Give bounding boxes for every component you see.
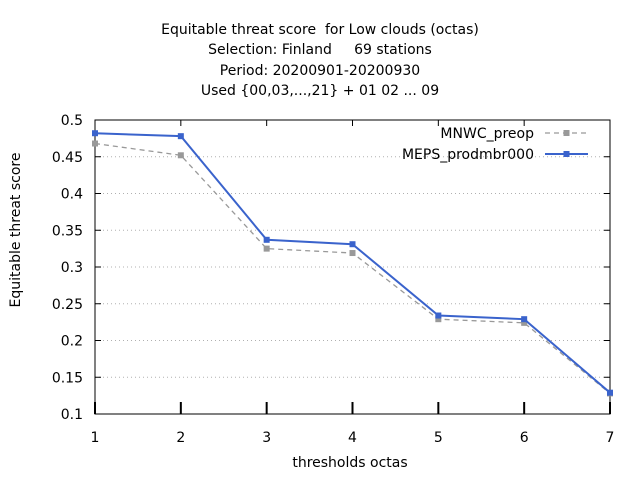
legend-label-MNWC_preop: MNWC_preop bbox=[440, 126, 534, 142]
data-point-MEPS_prodmbr000-3 bbox=[263, 236, 270, 243]
data-point-MNWC_preop-3 bbox=[263, 245, 270, 252]
x-tick-label: 2 bbox=[176, 430, 185, 446]
data-point-MEPS_prodmbr000-4 bbox=[349, 241, 356, 248]
data-point-MEPS_prodmbr000-2 bbox=[177, 133, 184, 140]
legend-marker-MNWC_preop bbox=[563, 130, 570, 136]
y-tick-label: 0.45 bbox=[52, 150, 83, 166]
legend-marker-MEPS_prodmbr000 bbox=[563, 151, 570, 157]
y-tick-label: 0.4 bbox=[61, 187, 83, 203]
y-tick-label: 0.25 bbox=[52, 297, 83, 313]
legend-label-MEPS_prodmbr000: MEPS_prodmbr000 bbox=[402, 147, 534, 163]
data-point-MNWC_preop-2 bbox=[177, 152, 184, 159]
data-point-MEPS_prodmbr000-6 bbox=[521, 316, 528, 323]
data-point-MNWC_preop-1 bbox=[92, 140, 98, 147]
title-line-3: Period: 20200901-20200930 bbox=[219, 63, 421, 79]
series-line-MEPS_prodmbr000 bbox=[94, 132, 611, 394]
title-line-1: Equitable threat score for Low clouds (o… bbox=[161, 22, 479, 38]
y-tick-label: 0.5 bbox=[61, 113, 83, 129]
title-line-2: Selection: Finland 69 stations bbox=[208, 42, 432, 58]
x-tick-label: 6 bbox=[520, 430, 529, 446]
y-tick-label: 0.15 bbox=[52, 370, 83, 386]
x-tick-label: 1 bbox=[91, 430, 100, 446]
x-tick-label: 5 bbox=[434, 430, 443, 446]
y-tick-label: 0.2 bbox=[61, 334, 83, 350]
y-tick-label: 0.3 bbox=[61, 260, 83, 276]
plot-frame bbox=[94, 119, 611, 415]
y-tick-label: 0.1 bbox=[61, 407, 83, 423]
data-point-MEPS_prodmbr000-5 bbox=[435, 312, 442, 319]
x-tick-label: 4 bbox=[348, 430, 357, 446]
data-point-MNWC_preop-5 bbox=[435, 316, 442, 323]
x-axis-label: thresholds octas bbox=[292, 455, 408, 471]
title-line-4: Used {00,03,...,21} + 01 02 ... 09 bbox=[200, 83, 440, 99]
x-tick-label: 3 bbox=[262, 430, 271, 446]
data-point-MEPS_prodmbr000-7 bbox=[607, 389, 613, 396]
y-axis-label: Equitable threat score bbox=[8, 152, 24, 308]
data-point-MNWC_preop-4 bbox=[349, 250, 356, 257]
y-tick-label: 0.35 bbox=[52, 223, 83, 239]
data-point-MEPS_prodmbr000-1 bbox=[92, 130, 98, 137]
data-point-MNWC_preop-6 bbox=[521, 319, 528, 326]
x-tick-label: 7 bbox=[606, 430, 615, 446]
series-line-MNWC_preop bbox=[94, 142, 611, 394]
